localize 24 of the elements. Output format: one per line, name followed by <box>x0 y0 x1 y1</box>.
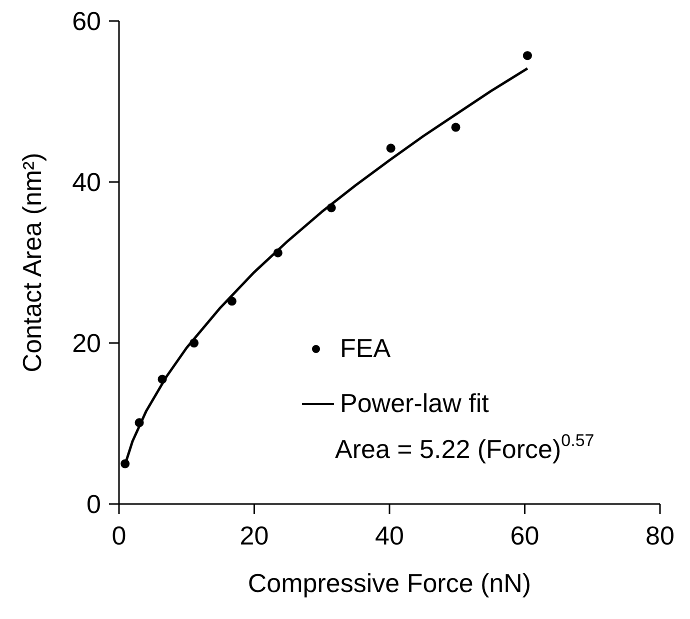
point <box>451 122 460 132</box>
point <box>326 203 336 212</box>
annotation: Area = 5.22 (Force)$^{0.57}$ <box>335 431 594 465</box>
x-tick-label: 0 <box>112 520 126 550</box>
y-tick-label: 40 <box>72 167 101 198</box>
y-tick-label: 20 <box>72 328 101 358</box>
legend-label: FEA <box>340 333 391 364</box>
x-tick-label: 80 <box>646 520 674 550</box>
x-tick-label: 40 <box>375 520 404 550</box>
point <box>120 459 130 468</box>
x-tick-label: 60 <box>510 520 540 550</box>
point <box>227 296 236 306</box>
point <box>273 248 282 258</box>
legend-label: Power-law fit <box>340 388 489 419</box>
point <box>134 418 144 428</box>
x-axis-title: Compressive Force (nN) <box>248 568 532 598</box>
point <box>190 338 199 348</box>
point <box>522 51 532 60</box>
point <box>386 144 396 153</box>
y-tick-label: 60 <box>72 6 101 36</box>
x-tick-label: 20 <box>240 520 269 550</box>
y-axis-title: Contact Area (nm²) <box>17 152 48 372</box>
y-tick-label: 0 <box>86 489 101 520</box>
point <box>158 374 167 384</box>
